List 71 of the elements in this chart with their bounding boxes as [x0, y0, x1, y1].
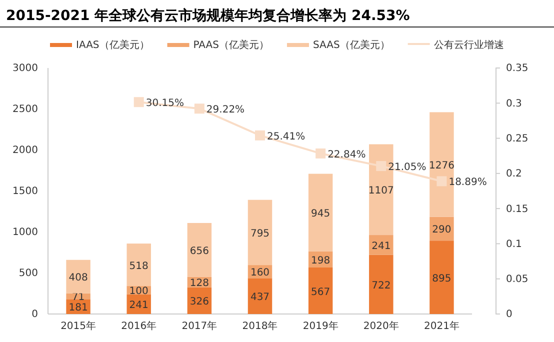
- data-label: 567: [311, 286, 330, 298]
- bar: [126, 244, 151, 286]
- y-tick-label: 1000: [12, 227, 38, 238]
- legend-label: 公有云行业增速: [434, 39, 504, 51]
- data-label: 290: [432, 224, 452, 236]
- bar: [126, 294, 151, 314]
- bar: [369, 235, 394, 255]
- bar: [187, 222, 212, 277]
- data-label: 518: [129, 260, 148, 272]
- data-label: 1107: [368, 186, 394, 197]
- y2-tick-label: 0.3: [506, 98, 522, 110]
- data-label: 71: [72, 292, 85, 304]
- y2-tick-label: 0.15: [506, 204, 528, 215]
- data-label: 656: [190, 246, 209, 257]
- bar: [308, 174, 333, 252]
- x-tick-label: 2020年: [363, 320, 399, 332]
- point: [436, 176, 447, 186]
- legend-label: PAAS（亿美元）: [193, 39, 269, 51]
- y-tick-label: 2500: [12, 104, 38, 116]
- data-label: 437: [250, 292, 270, 304]
- data-label: 326: [190, 296, 209, 308]
- data-label: 198: [311, 255, 330, 266]
- y2-tick-label: 0: [506, 309, 512, 320]
- data-label: 241: [129, 300, 148, 312]
- data-label: 895: [432, 273, 452, 284]
- data-label: 160: [250, 268, 270, 279]
- data-label: 21.05%: [388, 162, 426, 174]
- data-label: 22.84%: [328, 149, 366, 160]
- data-label: 128: [190, 278, 209, 290]
- y-tick-label: 0: [32, 309, 38, 320]
- data-label: 100: [129, 286, 148, 298]
- point: [376, 161, 386, 172]
- chart-title: 2015-2021 年全球公有云市场规模年均复合增长率为 24.53%: [6, 7, 410, 24]
- data-label: 795: [250, 228, 270, 240]
- bar: [308, 268, 333, 314]
- x-tick-label: 2016年: [121, 320, 157, 332]
- bar: [369, 254, 394, 314]
- x-tick-label: 2017年: [182, 320, 218, 332]
- data-label: 29.22%: [206, 104, 245, 116]
- data-label: 18.89%: [448, 177, 487, 188]
- y-tick-label: 1500: [12, 186, 38, 198]
- point: [316, 148, 326, 158]
- point: [194, 104, 204, 114]
- y2-tick-label: 0.1: [506, 238, 522, 250]
- y2-tick-label: 0.35: [506, 63, 528, 74]
- data-label: 945: [311, 208, 330, 220]
- data-label: 408: [68, 272, 88, 284]
- bar: [248, 200, 272, 266]
- y2-tick-label: 0.2: [506, 168, 522, 180]
- x-tick-label: 2018年: [242, 320, 278, 332]
- data-label: 30.15%: [146, 98, 184, 110]
- x-tick-label: 2015年: [60, 320, 96, 332]
- data-label: 25.41%: [267, 131, 306, 142]
- data-label: 241: [372, 240, 391, 252]
- point: [255, 130, 265, 140]
- data-label: 1276: [428, 160, 454, 172]
- data-label: 181: [68, 302, 88, 314]
- y-tick-label: 3000: [12, 63, 38, 74]
- y-tick-label: 2000: [12, 145, 38, 156]
- legend-label: IAAS（亿美元）: [76, 39, 150, 51]
- x-tick-label: 2019年: [302, 320, 338, 332]
- x-tick-label: 2021年: [424, 320, 460, 332]
- point: [134, 97, 144, 108]
- legend-label: SAAS（亿美元）: [312, 39, 390, 51]
- y2-tick-label: 0.05: [506, 274, 528, 286]
- y-tick-label: 500: [18, 268, 38, 280]
- y2-tick-label: 0.25: [506, 133, 528, 144]
- bar: [430, 240, 454, 314]
- data-label: 722: [372, 280, 391, 292]
- bar: [248, 278, 272, 314]
- bar: [66, 260, 90, 294]
